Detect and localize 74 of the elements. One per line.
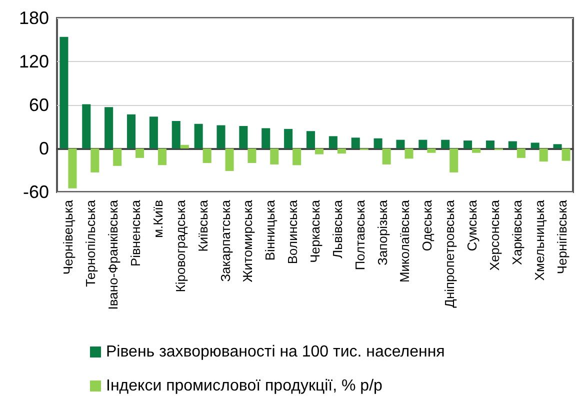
bar	[464, 140, 472, 148]
bar	[113, 148, 122, 166]
x-tick-label: м.Київ	[150, 200, 166, 238]
bar	[396, 140, 405, 148]
legend-label: Індекси промислової продукції, % р/р	[106, 378, 383, 394]
x-tick-label: Чернівецька	[60, 199, 76, 275]
x-tick-label: Івано-Франківська	[106, 199, 121, 310]
bar	[337, 148, 346, 154]
bar	[136, 148, 144, 158]
bar	[60, 36, 68, 148]
x-tick-label: Львівська	[330, 199, 345, 258]
bar	[172, 120, 180, 148]
bar	[180, 144, 189, 148]
bar	[553, 144, 562, 148]
bar	[90, 148, 100, 172]
bar	[418, 140, 428, 148]
bar	[441, 140, 450, 148]
bar	[270, 148, 279, 164]
x-tick-label: Вінницька	[262, 199, 278, 261]
x-tick-label: Житомирська	[240, 199, 256, 282]
bar	[216, 125, 226, 148]
x-tick-label: Рівненська	[128, 199, 144, 267]
bar	[328, 136, 338, 148]
bar	[382, 148, 391, 164]
y-tick-label: 0	[38, 138, 49, 158]
bar	[126, 114, 136, 148]
bar	[104, 107, 114, 148]
bar	[315, 148, 324, 154]
bar	[82, 104, 91, 148]
bar	[194, 124, 203, 148]
x-tick-label: Сумська	[464, 199, 480, 252]
bar	[149, 116, 158, 148]
x-tick-label: Полтавська	[352, 199, 368, 270]
bar	[284, 128, 293, 148]
bar	[450, 148, 458, 172]
bar	[516, 148, 526, 158]
x-tick-label: Запорізька	[374, 199, 390, 266]
legend-label: Рівень захворюваності на 100 тис. населення	[106, 344, 445, 360]
x-tick-label: Київська	[195, 199, 210, 252]
bar	[239, 126, 248, 148]
bar	[351, 138, 360, 148]
x-tick-label: Херсонська	[486, 199, 502, 271]
y-tick-label: 120	[18, 52, 49, 72]
bar	[472, 148, 481, 153]
bar	[404, 148, 414, 159]
bar	[562, 148, 570, 161]
bar	[225, 148, 234, 171]
x-tick-label: Закарпатська	[218, 199, 233, 282]
x-tick-label: Харківська	[509, 199, 524, 265]
x-tick-label: Волинська	[285, 199, 300, 264]
x-tick-label: Кіровоградська	[172, 199, 188, 292]
bar	[530, 142, 540, 148]
x-tick-label: Хмельницька	[532, 199, 547, 281]
x-tick-label: Дніпропетровська	[442, 199, 458, 308]
x-tick-label: Миколаївська	[397, 199, 412, 283]
y-tick-label: 180	[18, 8, 49, 28]
x-tick-label: Тернопільська	[83, 199, 98, 287]
x-tick-label: Черкаська	[308, 199, 322, 263]
bar	[374, 138, 382, 148]
bar	[158, 148, 166, 166]
x-tick-label: Одеська	[420, 199, 435, 252]
bar	[427, 148, 436, 153]
bar	[262, 128, 270, 148]
bar	[292, 148, 302, 166]
bar	[539, 148, 548, 162]
bar	[508, 141, 517, 148]
x-tick-label: Чернігівська	[554, 199, 570, 274]
bar	[486, 140, 494, 148]
y-tick-label: -60	[22, 182, 49, 202]
bar	[306, 131, 315, 148]
y-tick-label: 60	[28, 95, 49, 115]
bar	[68, 148, 77, 188]
bar	[202, 148, 212, 163]
bar	[248, 148, 256, 163]
